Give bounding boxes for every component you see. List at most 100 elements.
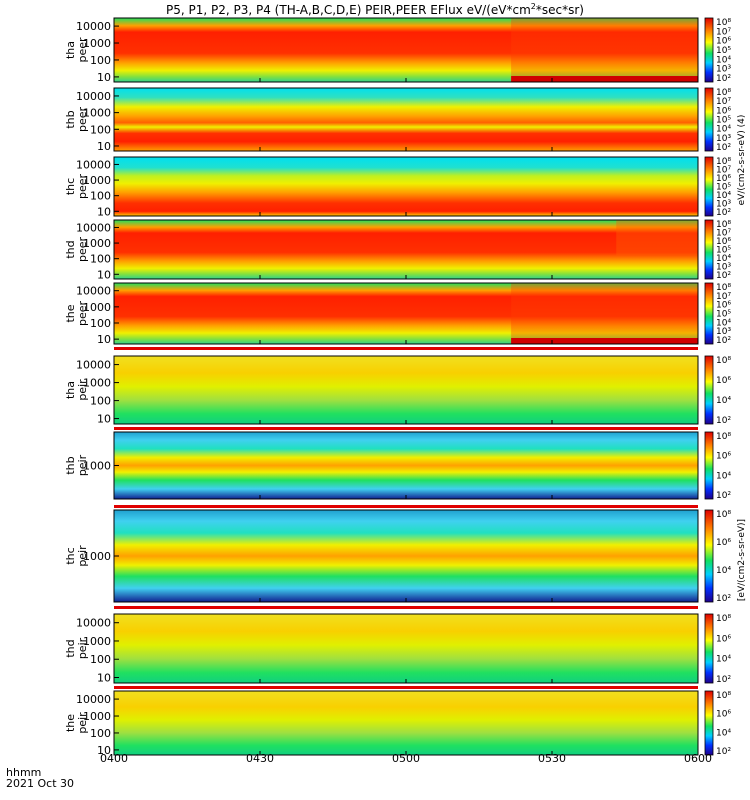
ylabel-thb-peer-1: peer [76,107,89,133]
ytick-label-the-peer: 1000 [83,301,111,314]
panel-separator [114,505,698,508]
colorbar-tick-tha-peer: 10⁶ [716,37,731,47]
ytick-label-thd-peer: 10 [97,268,111,281]
colorbar-tick-thc-peir: 10⁶ [716,538,731,548]
colorbar-tick-thb-peir: 10⁴ [716,471,731,481]
ylabel-thb-peir-0: thb [64,456,77,474]
ytick-label-the-peir: 10 [97,744,111,757]
ylabel-thd-peir-1: peir [76,637,89,659]
ytick-label-tha-peer: 10000 [76,20,111,33]
colorbar-tick-thb-peir: 10⁸ [716,432,731,442]
panel-thb-peer: 10000 1000 100 10 thb peer 10⁸10⁷10⁶10⁵10⁴10³1… [64,87,731,153]
ytick-label-thd-peir: 10 [97,672,111,685]
panel-thc-peir: 1000 thc peir 10⁸ 10⁶ 10⁴ 10² [64,509,731,604]
panel-the-peir: 10000 1000 100 10 the peir 10⁸ 10⁶ 10⁴ 10² [64,690,731,757]
ytick-label-thc-peer: 10000 [76,158,111,171]
colorbar-tick-thd-peir: 10⁶ [716,634,731,644]
colorbar-tick-thc-peir: 10⁴ [716,566,731,576]
ytick-label-the-peer: 100 [90,317,111,330]
ylabel-thd-peir-0: thd [64,639,77,657]
colorbar-tick-tha-peir: 10⁶ [716,376,731,386]
colorbar-tick-thb-peir: 10⁶ [716,452,731,462]
ytick-label-thd-peir: 1000 [83,635,111,648]
xtick-label: 0600 [684,752,712,765]
colorbar-tha-peir [704,355,714,425]
spectrogram-thb-peir [114,432,698,499]
spectrogram-thd-peer [114,220,698,279]
colorbar-tick-thd-peir: 10² [716,675,731,685]
colorbar-thc-peir [704,509,714,603]
colorbar-tick-the-peer: 10⁸ [716,283,731,293]
ytick-label-the-peir: 100 [90,727,111,740]
transition-band-tha-peer [511,18,698,82]
colorbar-tick-thc-peer: 10⁵ [716,183,731,193]
colorbar-tick-the-peir: 10² [716,747,731,757]
colorbar-tick-thb-peir: 10² [716,491,731,501]
title-tail: *sec*sr) [535,3,584,17]
ylabel-thc-peir-0: thc [64,547,77,564]
panel-tha-peir: 10000 1000 100 10 tha peir 10⁸ 10⁶ 10⁴ 10² [64,355,731,426]
colorbar-tick-thd-peer: 10⁶ [716,237,731,247]
ytick-label-thb-peer: 100 [90,123,111,136]
colorbar-tick-the-peir: 10⁴ [716,728,731,738]
low-energy-band-tha-peer [511,76,698,82]
colorbar-tick-thd-peir: 10⁸ [716,614,731,624]
colorbar-tick-tha-peer: 10³ [716,65,731,75]
ytick-label-thd-peer: 1000 [83,237,111,250]
ytick-label-thc-peer: 100 [90,190,111,203]
panel-thc-peer: 10000 1000 100 10 thc peer 10⁸10⁷10⁶10⁵10⁴10³1… [64,156,731,218]
ytick-label-thd-peer: 10000 [76,221,111,234]
colorbar-tick-thb-peer: 10⁶ [716,106,731,116]
ylabel-tha-peer-0: tha [64,41,77,59]
colorbar-thd-peir [704,613,714,684]
panel-thd-peer: 10000 1000 100 10 thd peer 10⁸10⁷10⁶10⁵10⁴10³1… [64,219,731,281]
xtick-label: 0530 [538,752,566,765]
colorbar-tick-thb-peer: 10² [716,143,731,153]
colorbar-tick-tha-peer: 10⁵ [716,46,731,56]
ytick-label-thc-peer: 10 [97,205,111,218]
ylabel-the-peer-1: peer [76,301,89,327]
ylabel-tha-peir-1: peir [76,379,89,401]
colorbar-tick-thd-peer: 10³ [716,263,731,273]
colorbar-tick-tha-peir: 10⁸ [716,356,731,366]
colorbar-tick-thb-peer: 10⁸ [716,88,731,98]
colorbar-tick-thd-peer: 10⁴ [716,254,731,264]
colorbar-thc-peer [704,156,714,217]
colorbar-tick-the-peer: 10² [716,336,731,346]
colorbar-tick-thd-peir: 10⁴ [716,655,731,665]
ylabel-the-peir-1: peir [76,712,89,734]
colorbar-tick-thc-peer: 10² [716,208,731,218]
ytick-label-thc-peer: 1000 [83,174,111,187]
ytick-label-thb-peer: 1000 [83,107,111,120]
colorbar-tick-thb-peer: 10⁷ [716,97,731,107]
ylabel-thd-peer-0: thd [64,240,77,258]
ytick-label-thd-peir: 10000 [76,617,111,630]
colorbar-the-peer [704,282,714,345]
ytick-label-tha-peir: 10000 [76,359,111,372]
ytick-label-the-peer: 10 [97,333,111,346]
colorbar-tick-the-peir: 10⁶ [716,710,731,720]
panel-the-peer: 10000 1000 100 10 the peer 10⁸10⁷10⁶10⁵10⁴10³1… [64,282,731,346]
spectrogram-the-peer [114,283,698,344]
ytick-label-thb-peir: 1000 [83,460,111,473]
ylabel-thc-peer-0: thc [64,178,77,195]
colorbar-label-peer: eV/(cm2-s-sr-eV) (4) [737,115,747,206]
ylabel-thb-peer-0: thb [64,110,77,128]
colorbar-tick-thc-peir: 10⁸ [716,510,731,520]
ylabel-tha-peer-1: peer [76,37,89,63]
ytick-label-tha-peer: 1000 [83,37,111,50]
colorbar-thb-peir [704,431,714,500]
spectrogram-thd-peir [114,614,698,683]
ytick-label-thc-peir: 1000 [83,550,111,563]
colorbar-tick-the-peer: 10⁴ [716,318,731,328]
spectrogram-thb-peer [114,88,698,151]
spectrogram-the-peir [114,691,698,755]
ytick-label-thd-peir: 100 [90,653,111,666]
low-energy-band-the-peer [511,338,698,344]
ytick-label-the-peir: 1000 [83,710,111,723]
panel-thb-peir: 1000 thb peir 10⁸ 10⁶ 10⁴ 10² [64,431,731,501]
ylabel-thc-peir-1: peir [76,545,89,567]
ytick-label-tha-peir: 1000 [83,377,111,390]
title-superscript: 2 [530,2,536,11]
colorbar-tick-tha-peer: 10⁸ [716,18,731,28]
